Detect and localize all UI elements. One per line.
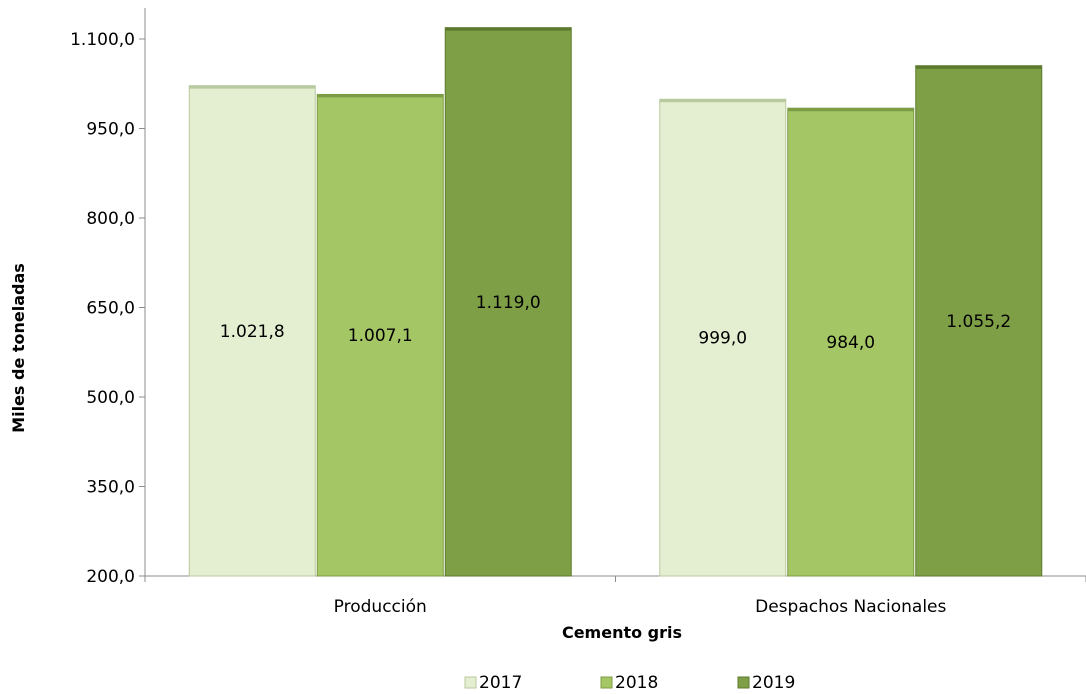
x-axis-title: Cemento gris [562, 623, 682, 642]
y-tick-label: 950,0 [86, 120, 135, 140]
bar [316, 93, 444, 577]
x-tick-label: Producción [334, 597, 427, 617]
data-label: 1.055,2 [946, 312, 1011, 332]
data-label: 1.119,0 [476, 293, 541, 313]
y-tick-label: 200,0 [86, 567, 135, 587]
bar [444, 27, 572, 577]
bar [188, 85, 316, 577]
bar [787, 107, 915, 577]
legend-item: 2018 [600, 673, 658, 693]
data-label: 984,0 [826, 333, 875, 353]
legend-label: 2017 [479, 673, 522, 693]
legend-label: 2019 [752, 673, 795, 693]
bar-series [188, 27, 1043, 577]
y-tick-label: 350,0 [86, 478, 135, 498]
legend-label: 2018 [615, 673, 658, 693]
y-axis: 200,0 350,0 500,0 650,0 800,0 950,0 1.100,0 [70, 8, 146, 587]
y-tick-label: 800,0 [86, 209, 135, 229]
data-label: 999,0 [698, 329, 747, 349]
bar [915, 65, 1043, 577]
x-tick-label: Despachos Nacionales [755, 597, 946, 617]
data-label: 1.007,1 [348, 326, 413, 346]
x-axis: Producción Despachos Nacionales [144, 575, 1086, 617]
data-labels: 1.021,8 1.007,1 1.119,0 999,0 984,0 1.055,2 [220, 293, 1011, 353]
y-tick-label: 500,0 [86, 388, 135, 408]
bar [659, 98, 787, 577]
legend-item: 2019 [737, 673, 795, 693]
legend-swatch [464, 676, 477, 689]
y-tick-label: 1.100,0 [70, 30, 135, 50]
legend-item: 2017 [464, 673, 522, 693]
y-axis-title: Miles de toneladas [9, 263, 28, 433]
legend-swatch [600, 676, 613, 689]
data-label: 1.021,8 [220, 322, 285, 342]
legend-swatch [737, 676, 750, 689]
legend: 2017 2018 2019 [464, 673, 795, 693]
y-tick-label: 650,0 [86, 299, 135, 319]
